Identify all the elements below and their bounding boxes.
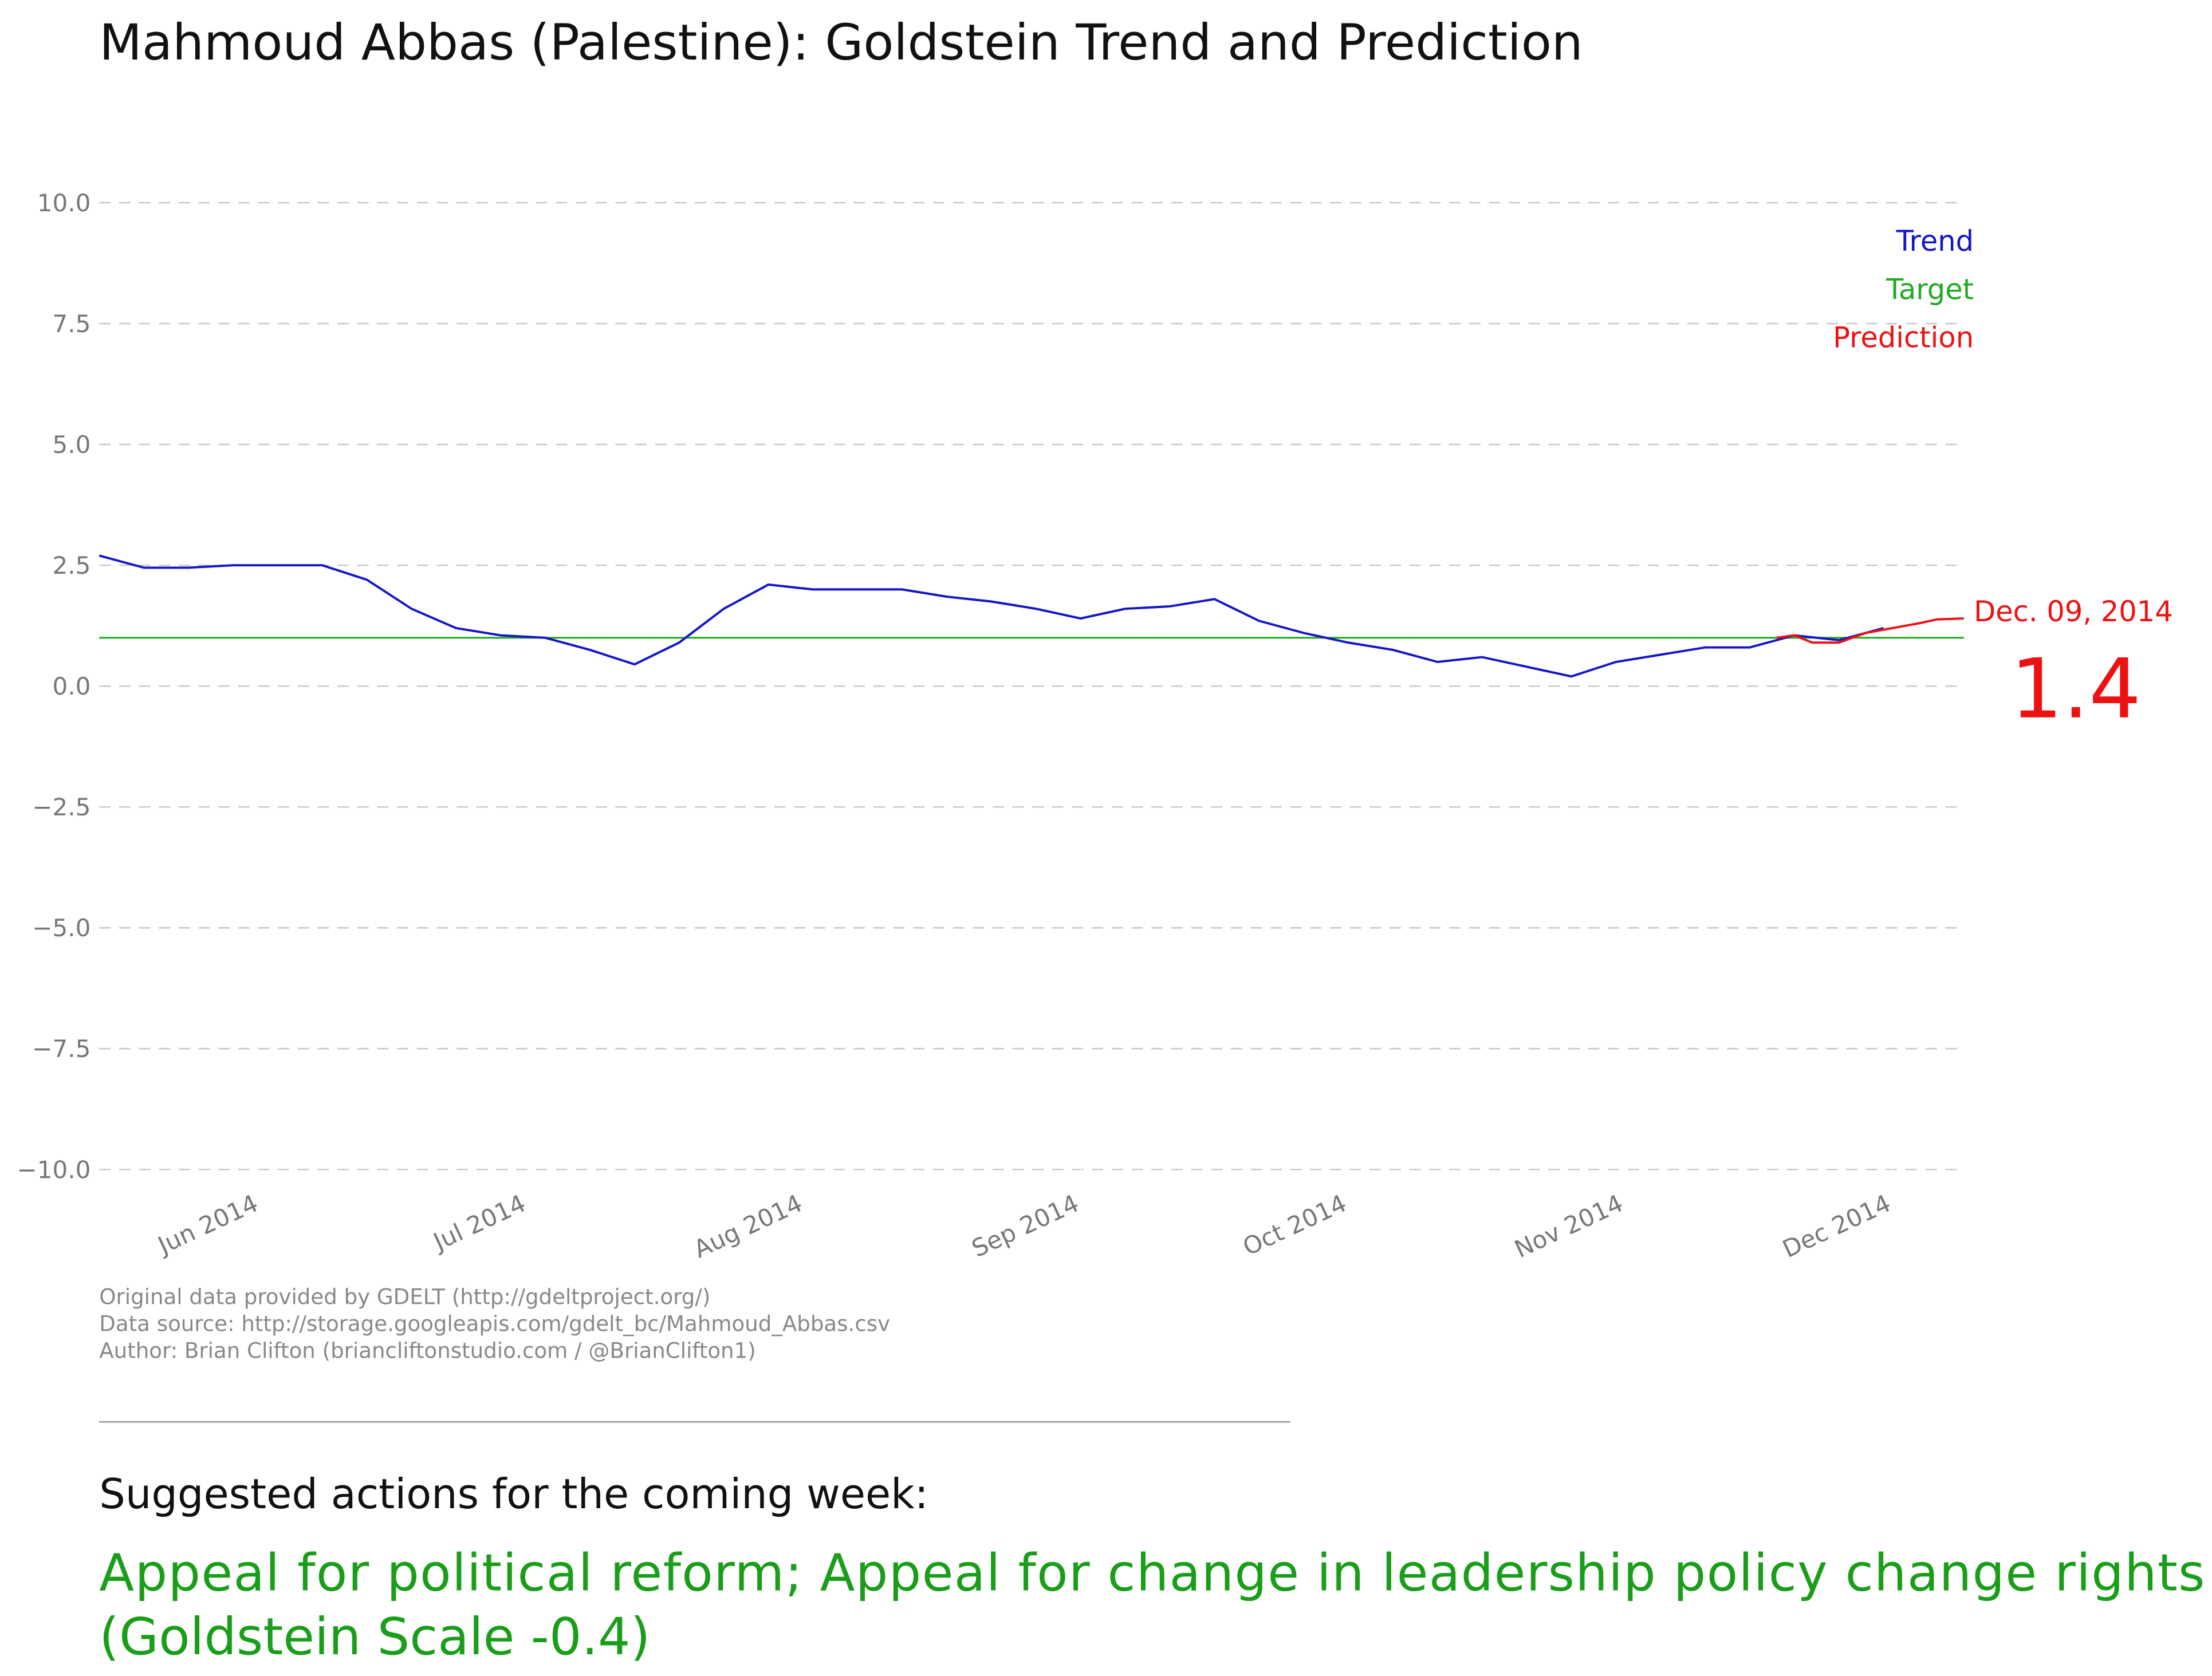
annotation-date: Dec. 09, 2014 [1974,595,2173,628]
y-tick-label: 2.5 [53,551,91,579]
y-tick-label: −5.0 [32,914,90,942]
y-tick-label: −7.5 [32,1035,90,1063]
legend-entry: Trend [1896,224,1974,258]
y-tick-label: −2.5 [32,793,90,821]
footer-line: Data source: http://storage.googleapis.c… [99,1312,890,1336]
line-trend [99,554,1884,678]
suggestion-heading: Suggested actions for the coming week: [99,1470,928,1518]
x-tick-label: Dec 2014 [1778,1189,1895,1263]
y-tick-label: 7.5 [53,310,91,338]
chart-title: Mahmoud Abbas (Palestine): Goldstein Tre… [99,14,1583,72]
suggestion-line: (Goldstein Scale -0.4) [99,1607,650,1667]
y-tick-label: 5.0 [53,431,91,459]
footer-line: Original data provided by GDELT (http://… [99,1285,710,1310]
x-tick-label: Jun 2014 [152,1189,262,1260]
legend-entry: Prediction [1833,321,1974,354]
y-tick-label: 10.0 [37,189,91,217]
x-tick-label: Oct 2014 [1238,1189,1351,1261]
x-tick-label: Nov 2014 [1510,1189,1627,1263]
x-tick-label: Aug 2014 [690,1189,806,1263]
line-prediction [1776,617,1964,644]
suggestion-line: Appeal for political reform; Appeal for … [99,1544,2205,1603]
y-tick-label: −10.0 [17,1156,90,1184]
y-tick-label: 0.0 [53,672,91,700]
x-tick-label: Jul 2014 [428,1189,530,1256]
separator: ________________________________________… [99,1398,1290,1423]
x-tick-label: Sep 2014 [967,1189,1083,1263]
annotation-value: 1.4 [2010,641,2141,737]
legend-entry: Target [1886,273,1974,306]
footer-line: Author: Brian Clifton (briancliftonstudi… [99,1339,755,1363]
